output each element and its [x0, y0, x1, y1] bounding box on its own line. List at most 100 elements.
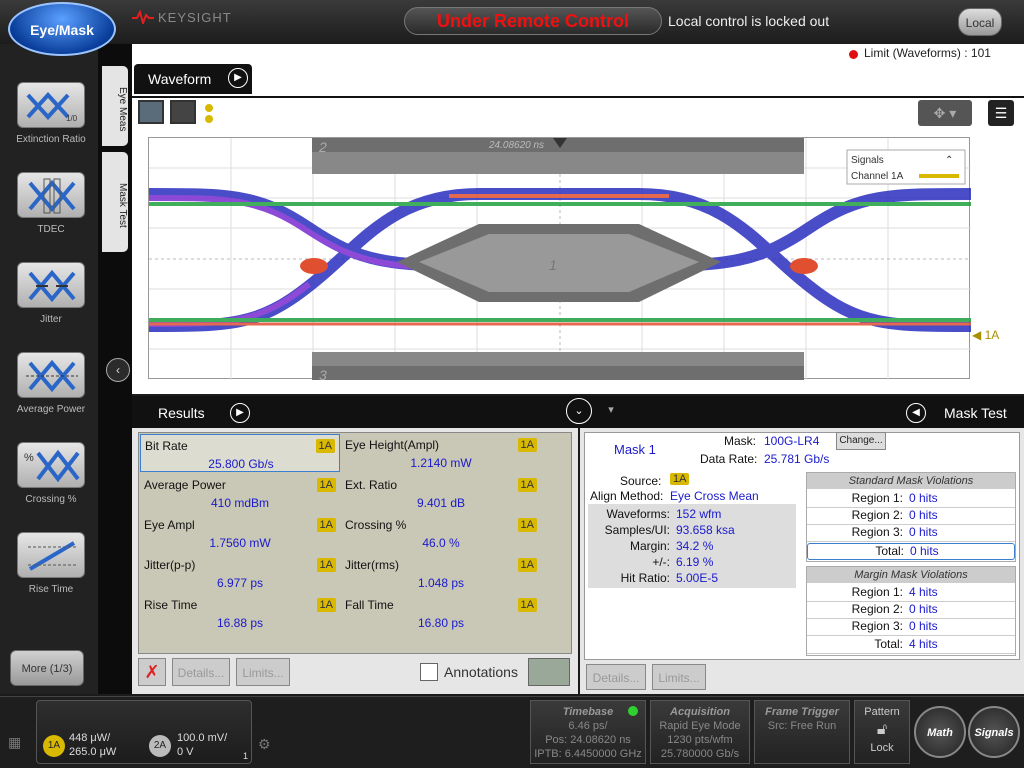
results-limits-button[interactable]: Limits...: [236, 658, 290, 686]
mask-limits-button[interactable]: Limits...: [652, 664, 706, 690]
measurement-jitter-pp[interactable]: Jitter(p-p) 1A 6.977 ps: [140, 554, 340, 592]
mask-region-3-label: 3: [319, 367, 327, 380]
timebase-panel[interactable]: Timebase 6.46 ps/ Pos: 24.08620 ns IPTB:…: [530, 700, 646, 764]
tool-label: Average Power: [16, 404, 86, 415]
side-tab-strip: Eye Meas Mask Test: [98, 44, 132, 694]
channel-1a-marker[interactable]: ◀ 1A: [972, 328, 1000, 342]
eye-diagram-display[interactable]: 24.08620 ns 1 2 3 Signals ⌃ Channel 1A: [148, 137, 972, 383]
acquisition-panel[interactable]: Acquisition Rapid Eye Mode 1230 pts/wfm …: [650, 700, 750, 764]
mask-statistics: Waveforms: 152 wfm Samples/UI: 93.658 ks…: [588, 504, 796, 588]
tool-label: Rise Time: [28, 584, 74, 595]
stat-key: Waveforms:: [606, 507, 670, 521]
annotation-color-swatch[interactable]: [528, 658, 570, 686]
annotations-checkbox[interactable]: [420, 663, 438, 681]
measurement-ext-ratio[interactable]: Ext. Ratio 1A 9.401 dB: [341, 474, 541, 512]
extinction-ratio-tool[interactable]: 1/0 Extinction Ratio: [6, 82, 96, 145]
multi-grid-layout-button[interactable]: [170, 100, 196, 124]
page-number: 1: [243, 751, 249, 761]
math-button[interactable]: Math: [914, 706, 966, 758]
brand-name: KEYSIGHT: [158, 10, 232, 25]
violation-total-row[interactable]: Total: 0 hits: [807, 543, 1015, 560]
jitter-icon: [17, 262, 85, 308]
stat-value: 93.658 ksa: [676, 523, 735, 537]
local-button[interactable]: Local: [958, 8, 1002, 36]
layout-indicator-icon: [205, 104, 213, 123]
lock-icon: 🔓︎: [876, 721, 888, 738]
waveform-tab-arrow-icon[interactable]: ▶: [228, 68, 248, 88]
expand-panel-icon[interactable]: ⌄: [566, 398, 592, 424]
rise-time-tool[interactable]: Rise Time: [6, 532, 96, 595]
crossing-percent-icon: %: [17, 442, 85, 488]
timebase-iptb: IPTB: 6.4450000 GHz: [534, 748, 642, 760]
results-title[interactable]: Results: [158, 405, 205, 421]
measurement-fall-time[interactable]: Fall Time 1A 16.80 ps: [341, 594, 541, 632]
measurement-rise-time[interactable]: Rise Time 1A 16.88 ps: [140, 594, 340, 632]
tab-mask-test[interactable]: Mask Test: [102, 152, 128, 252]
svg-text:1/0: 1/0: [66, 114, 78, 123]
results-grid: Bit Rate 1A 25.800 Gb/s Eye Height(Ampl)…: [138, 432, 572, 654]
locked-out-text: Local control is locked out: [668, 13, 830, 29]
clear-results-button[interactable]: ✗: [138, 658, 166, 686]
standard-violations-title: Standard Mask Violations: [807, 473, 1015, 489]
jitter-tool[interactable]: Jitter: [6, 262, 96, 325]
pin-icon[interactable]: ▾: [608, 404, 614, 416]
tdec-tool[interactable]: TDEC: [6, 172, 96, 235]
average-power-tool[interactable]: Average Power: [6, 352, 96, 415]
data-rate-value: 25.781 Gb/s: [764, 452, 830, 466]
frame-trigger-panel[interactable]: Frame Trigger Src: Free Run: [754, 700, 850, 764]
results-details-button[interactable]: Details...: [172, 658, 230, 686]
pattern-lock-panel[interactable]: Pattern 🔓︎ Lock: [854, 700, 910, 764]
mask-region-1-label: 1: [549, 257, 557, 273]
measurement-eye-ampl[interactable]: Eye Ampl 1A 1.7560 mW: [140, 514, 340, 552]
tab-eye-meas[interactable]: Eye Meas: [102, 66, 128, 146]
channel-1a-badge[interactable]: 1A: [43, 735, 65, 757]
channel-2a-offset: 0 V: [177, 746, 194, 758]
rise-time-icon: [17, 532, 85, 578]
more-tools-button[interactable]: More (1/3): [10, 650, 84, 686]
annotations-label: Annotations: [444, 664, 518, 680]
acquisition-mode: Rapid Eye Mode: [659, 720, 741, 732]
measurement-average-power[interactable]: Average Power 1A 410 mdBm: [140, 474, 340, 512]
hamburger-menu-icon[interactable]: ☰: [988, 100, 1014, 126]
data-rate-key: Data Rate:: [700, 452, 758, 466]
waveform-header: [132, 44, 1024, 96]
pan-zoom-button[interactable]: ✥ ▾: [918, 100, 972, 126]
margin-mask-violations: Margin Mask Violations Region 1: 4 hits R…: [806, 566, 1016, 656]
acquisition-points: 1230 pts/wfm: [667, 734, 733, 746]
limit-status: Limit (Waveforms) : 101: [864, 46, 991, 60]
single-grid-layout-button[interactable]: [138, 100, 164, 124]
grid-menu-icon[interactable]: ▦: [8, 734, 22, 750]
tdec-icon: [17, 172, 85, 218]
eye-mask-mode-button[interactable]: Eye/Mask: [8, 2, 116, 56]
channel-1a-scale: 448 μW/: [69, 732, 111, 744]
channel-2a-scale: 100.0 mV/: [177, 732, 228, 744]
measurement-jitter-rms[interactable]: Jitter(rms) 1A 1.048 ps: [341, 554, 541, 592]
extinction-ratio-icon: 1/0: [17, 82, 85, 128]
measurement-bit-rate[interactable]: Bit Rate 1A 25.800 Gb/s: [140, 434, 340, 472]
measurement-eye-height[interactable]: Eye Height(Ampl) 1A 1.2140 mW: [341, 434, 541, 472]
delay-label: 24.08620 ns: [488, 140, 544, 151]
channel-2a-badge[interactable]: 2A: [149, 735, 171, 757]
stat-value: 34.2 %: [676, 539, 714, 553]
keysight-logo-icon: [132, 10, 154, 24]
timebase-title: Timebase: [562, 706, 614, 718]
crossing-percent-tool[interactable]: % Crossing %: [6, 442, 96, 505]
mask-name: Mask 1: [614, 442, 656, 457]
tool-label: Extinction Ratio: [16, 134, 86, 145]
mask-test-arrow-icon[interactable]: ◀: [906, 403, 926, 423]
channel-1a-offset: 265.0 μW: [69, 746, 117, 758]
signals-legend: Signals ⌃ Channel 1A: [846, 149, 966, 185]
settings-gear-icon[interactable]: ⚙: [258, 736, 271, 752]
signals-button[interactable]: Signals: [968, 706, 1020, 758]
change-mask-button[interactable]: Change...: [836, 432, 886, 450]
stat-key: Hit Ratio:: [620, 571, 670, 585]
mask-test-title[interactable]: Mask Test: [944, 405, 1007, 421]
timebase-position: Pos: 24.08620 ns: [545, 734, 631, 746]
measurement-crossing[interactable]: Crossing % 1A 46.0 %: [341, 514, 541, 552]
tool-label: Jitter: [40, 314, 62, 325]
acquisition-title: Acquisition: [670, 706, 730, 718]
channel-source-panel[interactable]: 1A 448 μW/ 265.0 μW 2A 100.0 mV/ 0 V 1: [36, 700, 252, 764]
mask-details-button[interactable]: Details...: [586, 664, 646, 690]
results-arrow-icon[interactable]: ▶: [230, 403, 250, 423]
collapse-panel-button[interactable]: ‹: [106, 358, 130, 382]
